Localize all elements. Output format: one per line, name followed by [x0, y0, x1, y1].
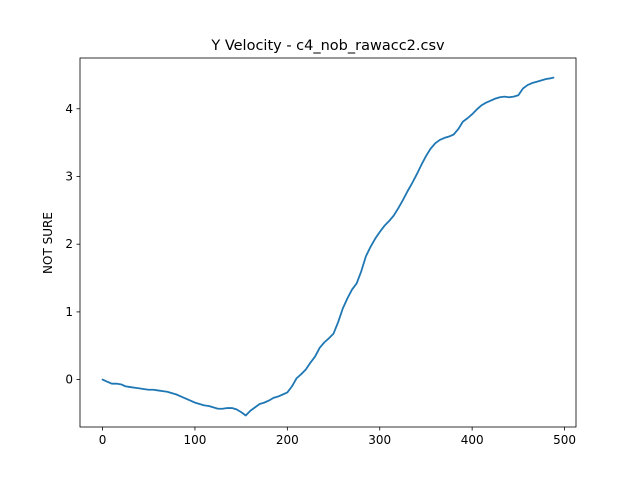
y-tick-label: 4 [65, 102, 73, 116]
x-tick-label: 500 [553, 433, 576, 447]
x-tick-label: 400 [461, 433, 484, 447]
y-tick-label: 1 [65, 305, 73, 319]
y-axis-label: NOT SURE [41, 212, 55, 274]
y-tick-label: 2 [65, 237, 73, 251]
x-tick-label: 100 [183, 433, 206, 447]
y-tick-label: 0 [65, 373, 73, 387]
y-tick-label: 3 [65, 169, 73, 183]
y-axis: 0 1 2 3 4 [65, 102, 80, 387]
plot-area [101, 76, 555, 417]
x-axis: 0 100 200 300 400 500 [99, 427, 576, 447]
x-tick-label: 300 [368, 433, 391, 447]
axes-frame [79, 57, 577, 428]
series-line [101, 76, 555, 417]
x-tick-label: 0 [99, 433, 107, 447]
x-tick-label: 200 [276, 433, 299, 447]
chart-title: Y Velocity - c4_nob_rawacc2.csv [210, 38, 445, 54]
